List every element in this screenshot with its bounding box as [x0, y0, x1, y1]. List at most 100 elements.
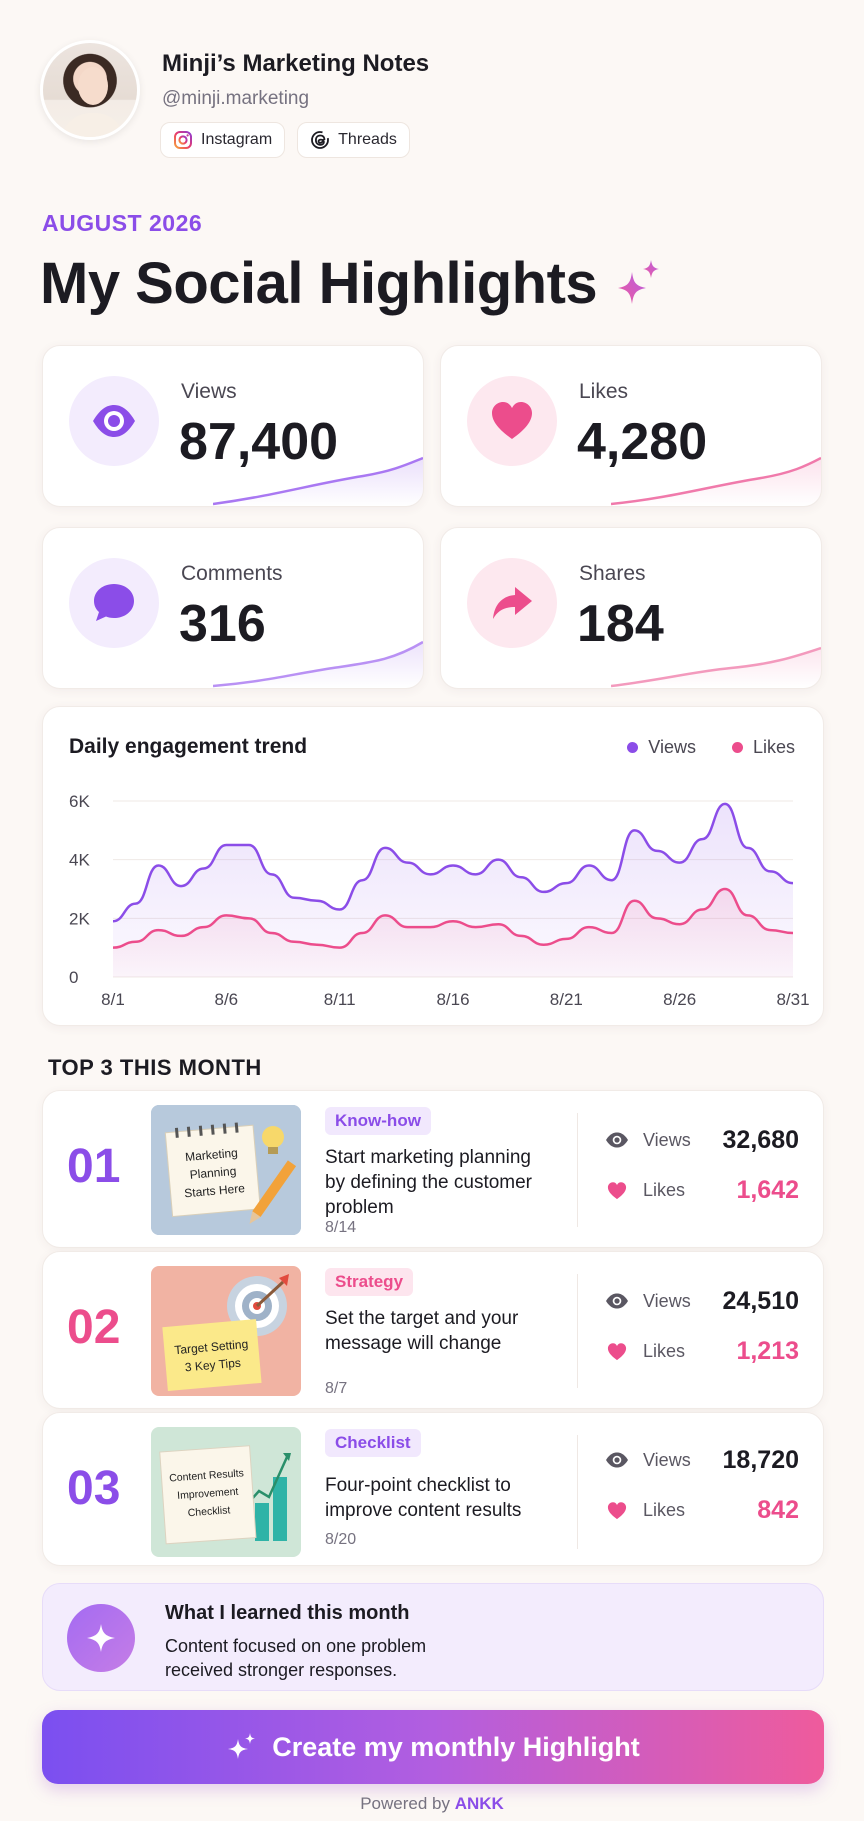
post-date: 8/14: [325, 1219, 357, 1236]
thumb-text: Target Setting: [174, 1337, 249, 1357]
likes-value: 1,213: [736, 1336, 799, 1365]
sparkle-icon: [228, 1733, 256, 1759]
stat-card-likes[interactable]: Likes 4,280: [440, 345, 822, 507]
engagement-chart[interactable]: 0 2K 4K 6K 8/1 8/6 8/11 8/16 8/21 8/26 8/31: [43, 707, 825, 1027]
x-tick-label: 8/11: [324, 990, 356, 1009]
views-label: Views: [643, 1449, 691, 1470]
legend-label: Likes: [752, 737, 795, 757]
month-label: AUGUST 2026: [42, 210, 203, 236]
powered-by-prefix: Powered by: [360, 1794, 450, 1813]
stat-card-shares[interactable]: Shares 184: [440, 527, 822, 689]
legend-item-likes[interactable]: Likes: [731, 737, 795, 758]
avatar[interactable]: [40, 40, 140, 140]
stat-value: 87,400: [179, 413, 339, 471]
chat-bubble-icon: [69, 558, 159, 648]
legend-label: Views: [648, 737, 696, 757]
create-highlight-button[interactable]: Create my monthly Highlight: [42, 1710, 824, 1784]
y-tick-label: 6K: [69, 792, 90, 811]
brand-link[interactable]: ANKK: [454, 1794, 504, 1813]
heart-icon: [599, 1180, 635, 1200]
views-metric: Views 18,720: [599, 1445, 799, 1475]
thumb-text: 3 Key Tips: [184, 1356, 241, 1375]
page-title: My Social Highlights: [40, 251, 598, 316]
series-area-likes: [113, 889, 793, 977]
threads-icon: [311, 131, 330, 149]
profile-header: Minji’s Marketing Notes @minji.marketing…: [40, 40, 640, 158]
x-tick-label: 8/21: [550, 990, 583, 1009]
chart-legend: Views Likes: [627, 737, 795, 758]
learned-title: What I learned this month: [165, 1602, 410, 1624]
x-tick-label: 8/1: [101, 990, 125, 1009]
row-divider: [577, 1274, 578, 1388]
legend-item-views[interactable]: Views: [627, 737, 696, 758]
views-metric: Views 32,680: [599, 1125, 799, 1155]
stat-card-comments[interactable]: Comments 316: [42, 527, 424, 689]
stat-value: 184: [577, 595, 664, 653]
instagram-icon: [174, 131, 192, 149]
top-post-row-2[interactable]: 02 Target Setting 3 Key Tips Strategy Se…: [42, 1251, 824, 1409]
stat-label: Comments: [181, 562, 283, 585]
row-divider: [577, 1113, 578, 1227]
heart-icon: [599, 1341, 635, 1361]
learned-body: Content focused on one problem received …: [165, 1636, 427, 1680]
stat-value: 4,280: [577, 413, 708, 471]
likes-label: Likes: [643, 1179, 686, 1200]
x-tick-label: 8/26: [663, 990, 696, 1009]
likes-metric: Likes 1,642: [599, 1175, 799, 1205]
engagement-chart-card: Daily engagement trend Views Likes 0 2K 4K…: [42, 706, 824, 1026]
views-label: Views: [643, 1129, 691, 1150]
x-tick-label: 8/16: [436, 990, 469, 1009]
sparkline: [611, 456, 821, 506]
create-highlight-label: Create my monthly Highlight: [272, 1731, 640, 1762]
sparkle-icon: [67, 1604, 135, 1672]
stat-label: Views: [181, 380, 237, 403]
top-post-row-1[interactable]: 01 Marketing Planning Starts Here Know-h…: [42, 1090, 824, 1248]
chart-title: Daily engagement trend: [69, 735, 308, 758]
thumb-text: Marketing: [185, 1146, 239, 1165]
series-line-views[interactable]: [112, 802, 794, 923]
post-title[interactable]: Start marketing planning by defining the…: [325, 1147, 533, 1218]
threads-badge[interactable]: Threads: [297, 122, 410, 158]
instagram-label: Instagram: [201, 131, 273, 148]
x-tick-label: 8/6: [215, 990, 239, 1009]
heart-icon: [467, 376, 557, 466]
y-tick-label: 4K: [69, 851, 90, 870]
profile-name: Minji’s Marketing Notes: [162, 50, 430, 77]
top-section-heading: TOP 3 THIS MONTH: [48, 1055, 262, 1080]
post-date: 8/20: [325, 1531, 357, 1548]
powered-by-footer: Powered by ANKK: [0, 1794, 864, 1814]
eye-icon: [599, 1452, 635, 1468]
stat-card-views[interactable]: Views 87,400: [42, 345, 424, 507]
views-value: 18,720: [722, 1445, 799, 1474]
instagram-badge[interactable]: Instagram: [160, 122, 286, 158]
post-thumbnail: Content Results Improvement Checklist: [151, 1427, 301, 1557]
share-arrow-icon: [467, 558, 557, 648]
thumb-text: Checklist: [187, 1504, 230, 1519]
likes-label: Likes: [643, 1340, 686, 1361]
top-post-row-3[interactable]: 03 Content Results Improvement Checklist…: [42, 1412, 824, 1566]
post-date: 8/7: [325, 1380, 348, 1397]
eye-icon: [599, 1293, 635, 1309]
thumb-text: Improvement: [177, 1486, 239, 1502]
learned-card: What I learned this month Content focuse…: [42, 1583, 824, 1691]
category-tag[interactable]: Know-how: [325, 1107, 431, 1135]
eye-icon: [69, 376, 159, 466]
post-title[interactable]: Set the target and your message will cha…: [325, 1308, 519, 1354]
thumb-text: Starts Here: [184, 1181, 246, 1200]
thumb-text: Content Results: [169, 1467, 244, 1484]
eye-icon: [599, 1132, 635, 1148]
rank-number: 02: [67, 1301, 121, 1354]
stat-label: Shares: [579, 562, 646, 585]
stat-label: Likes: [579, 380, 629, 403]
likes-value: 842: [757, 1495, 799, 1524]
likes-value: 1,642: [736, 1175, 799, 1204]
post-title[interactable]: Four-point checklist to improve content …: [325, 1475, 522, 1521]
series-line-likes[interactable]: [112, 887, 794, 949]
category-tag[interactable]: Strategy: [325, 1268, 414, 1296]
likes-metric: Likes 1,213: [599, 1336, 799, 1366]
sparkline: [213, 456, 423, 506]
views-metric: Views 24,510: [599, 1286, 799, 1316]
sparkline: [213, 640, 423, 688]
rank-number: 01: [67, 1140, 121, 1193]
category-tag[interactable]: Checklist: [325, 1429, 421, 1457]
